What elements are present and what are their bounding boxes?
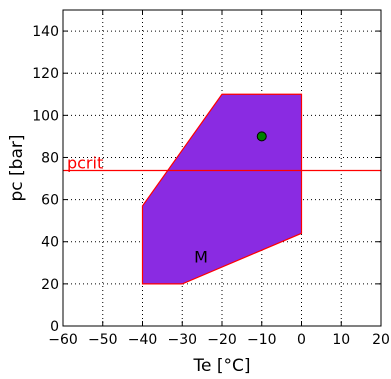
y-tick-label: 80 bbox=[41, 150, 59, 166]
x-tick-label: −40 bbox=[128, 332, 158, 348]
y-axis-label: pc [bar] bbox=[7, 134, 27, 201]
y-tick-label: 20 bbox=[41, 277, 59, 293]
x-tick-label: 0 bbox=[297, 332, 306, 348]
x-axis-label: Te [°C] bbox=[193, 356, 251, 376]
y-tick-label: 140 bbox=[32, 24, 59, 40]
x-tick-label: 20 bbox=[372, 332, 390, 348]
y-tick-label: 0 bbox=[50, 319, 59, 335]
x-tick-label: −20 bbox=[207, 332, 237, 348]
x-tick-label: −10 bbox=[247, 332, 277, 348]
y-tick-label: 40 bbox=[41, 235, 59, 251]
axis-ticks: −60 −50 −40 −30 −20 −10 0 10 20 0 20 40 60 80 100 120 14… bbox=[32, 10, 390, 348]
y-tick-label: 60 bbox=[41, 193, 59, 209]
pcrit-label: pcrit bbox=[67, 154, 103, 173]
y-tick-label: 120 bbox=[32, 66, 59, 82]
x-tick-label: −30 bbox=[167, 332, 197, 348]
y-tick-label: 100 bbox=[32, 108, 59, 124]
x-tick-label: 10 bbox=[332, 332, 350, 348]
envelope-region bbox=[141, 93, 303, 285]
x-tick-label: −60 bbox=[48, 332, 78, 348]
x-tick-label: −50 bbox=[88, 332, 118, 348]
envelope-label: M bbox=[194, 247, 208, 266]
operating-point bbox=[256, 131, 267, 142]
